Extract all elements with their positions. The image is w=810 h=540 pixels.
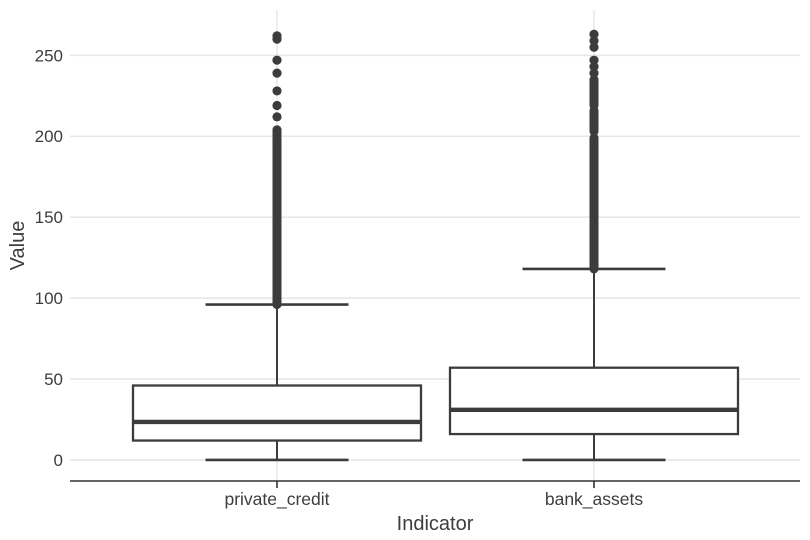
outlier-dot-private_credit xyxy=(272,68,282,78)
outlier-dot-private_credit xyxy=(272,31,282,41)
x-tick-label-bank_assets: bank_assets xyxy=(545,489,644,510)
y-tick-label: 150 xyxy=(35,208,63,227)
outlier-dot-bank_assets xyxy=(589,68,599,78)
outlier-dot-private_credit xyxy=(272,100,282,111)
x-tick-label-private_credit: private_credit xyxy=(224,489,329,510)
outlier-dot-private_credit xyxy=(272,112,282,122)
y-tick-label: 250 xyxy=(35,46,63,65)
outlier-dot-private_credit xyxy=(272,86,282,96)
box-private_credit xyxy=(131,384,423,442)
x-axis-title: Indicator xyxy=(397,513,474,535)
outlier-dot-bank_assets xyxy=(589,55,599,65)
box-bank_assets xyxy=(448,366,740,436)
y-tick-label: 50 xyxy=(44,370,63,389)
y-tick-label: 100 xyxy=(35,289,63,308)
outlier-dot-bank_assets xyxy=(589,42,599,52)
outlier-dot-private_credit xyxy=(272,55,282,65)
outlier-dot-bank_assets xyxy=(589,62,599,72)
y-axis-title: Value xyxy=(7,221,29,271)
outlier-dot-bank_assets xyxy=(589,29,599,39)
y-tick-label: 200 xyxy=(35,127,63,146)
y-tick-label: 0 xyxy=(54,451,63,470)
outlier-dot-bank_assets xyxy=(589,36,599,46)
